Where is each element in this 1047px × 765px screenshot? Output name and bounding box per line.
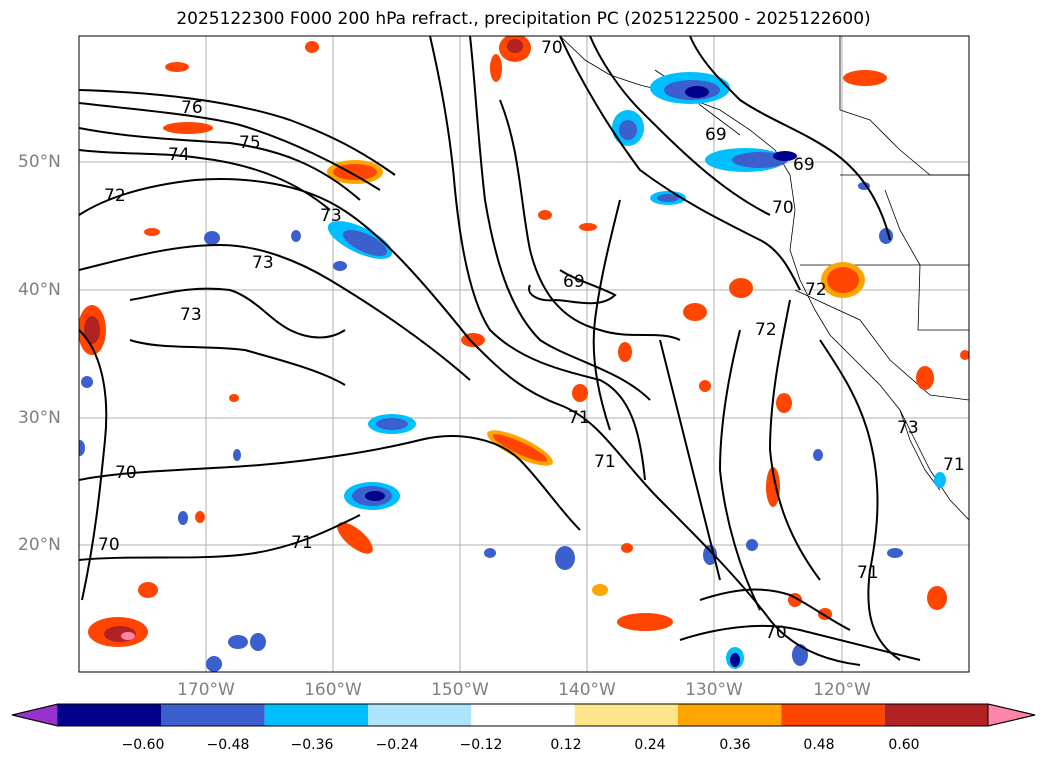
contour-label: 73 xyxy=(897,418,919,438)
precip-negative xyxy=(79,72,946,672)
contour-label: 70 xyxy=(765,623,787,643)
colorbar-outline xyxy=(11,703,1036,727)
colorbar xyxy=(11,703,1036,727)
contour-label: 70 xyxy=(115,463,137,483)
lon-label: 130°W xyxy=(685,680,743,700)
colorbar-tick: −0.24 xyxy=(375,737,419,753)
colorbar-segment xyxy=(471,704,575,726)
refractivity-contours xyxy=(79,36,921,666)
lat-label: 20°N xyxy=(18,535,61,555)
contour-labels: 70 76 75 74 72 73 73 73 69 69 70 72 72 7… xyxy=(98,38,965,643)
colorbar-segment xyxy=(574,704,678,726)
colorbar-tick: −0.48 xyxy=(206,737,250,753)
colorbar-segment xyxy=(368,704,472,726)
colorbar-segment xyxy=(884,704,988,726)
graticule xyxy=(79,36,969,672)
lon-label: 160°W xyxy=(304,680,362,700)
contour-label: 71 xyxy=(568,408,590,428)
colorbar-tick: 0.60 xyxy=(888,737,920,753)
contour-label: 72 xyxy=(104,186,126,206)
contour-label: 72 xyxy=(805,280,827,300)
contour-label: 71 xyxy=(943,455,965,475)
colorbar-tick: −0.36 xyxy=(290,737,334,753)
contour-label: 76 xyxy=(181,98,203,118)
colorbar-tick: −0.12 xyxy=(459,737,503,753)
lon-label: 170°W xyxy=(177,680,235,700)
contour-label: 70 xyxy=(98,535,120,555)
contour-label: 74 xyxy=(168,145,190,165)
colorbar-segment xyxy=(58,704,162,726)
lat-label: 50°N xyxy=(18,152,61,172)
contour-label: 73 xyxy=(320,206,342,226)
contour-label: 72 xyxy=(755,320,777,340)
colorbar-tick: −0.60 xyxy=(121,737,165,753)
colorbar-tick: 0.48 xyxy=(803,737,835,753)
contour-label: 71 xyxy=(291,533,313,553)
colorbar-tick: 0.24 xyxy=(634,737,666,753)
colorbar-segment xyxy=(781,704,885,726)
contour-label: 71 xyxy=(594,452,616,472)
contour-label: 69 xyxy=(705,125,727,145)
colorbar-extend-low xyxy=(11,703,59,727)
colorbar-segment xyxy=(264,704,368,726)
colorbar-tick: 0.12 xyxy=(550,737,582,753)
lon-label: 150°W xyxy=(431,680,489,700)
contour-label: 70 xyxy=(772,198,794,218)
contour-label: 69 xyxy=(793,155,815,175)
contour-label: 75 xyxy=(239,133,261,153)
lon-label: 140°W xyxy=(558,680,616,700)
map-frame xyxy=(78,35,970,673)
coastlines xyxy=(559,36,969,521)
contour-label: 70 xyxy=(541,38,563,58)
colorbar-segment xyxy=(161,704,265,726)
contour-label: 69 xyxy=(563,272,585,292)
precip-positive xyxy=(79,36,969,647)
lat-label: 40°N xyxy=(18,280,61,300)
colorbar-segment xyxy=(678,704,782,726)
contour-label: 71 xyxy=(857,563,879,583)
map-title: 2025122300 F000 200 hPa refract., precip… xyxy=(176,9,871,29)
lon-label: 120°W xyxy=(813,680,871,700)
lat-label: 30°N xyxy=(18,408,61,428)
colorbar-tick: 0.36 xyxy=(719,737,751,753)
contour-label: 73 xyxy=(180,305,202,325)
colorbar-extend-high xyxy=(987,703,1036,727)
contour-label: 73 xyxy=(252,253,274,273)
